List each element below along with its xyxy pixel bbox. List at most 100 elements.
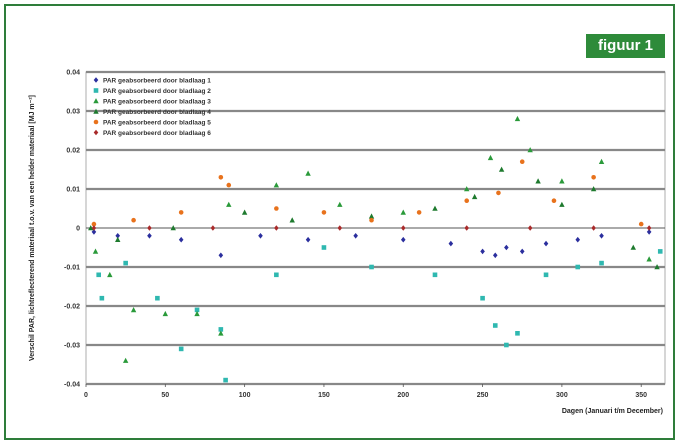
- data-point-series-6: [527, 225, 533, 231]
- data-point-series-4: [590, 186, 597, 192]
- data-point-series-3: [559, 178, 565, 184]
- data-point-series-2: [657, 249, 663, 254]
- data-point-series-2: [123, 260, 128, 266]
- data-point-series-3: [107, 271, 113, 278]
- data-point-series-6: [147, 225, 152, 231]
- legend-entry-2: PAR geabsorbeerd door bladlaag 2: [103, 88, 211, 95]
- data-point-series-1: [448, 240, 454, 247]
- data-point-series-4: [170, 225, 176, 231]
- data-point-series-3: [122, 357, 129, 363]
- legend-marker-2: [93, 88, 99, 93]
- data-point-series-5: [226, 182, 232, 188]
- data-point-series-2: [515, 331, 520, 336]
- data-point-series-2: [96, 272, 101, 278]
- data-point-series-5: [496, 190, 501, 196]
- legend-marker-4: [93, 108, 99, 114]
- data-point-series-5: [218, 175, 224, 180]
- data-point-series-3: [400, 209, 406, 215]
- x-tick-label: 300: [556, 392, 568, 399]
- data-point-series-1: [218, 252, 224, 259]
- data-point-series-4: [654, 264, 660, 270]
- data-point-series-2: [492, 323, 498, 328]
- data-point-series-5: [638, 221, 644, 227]
- data-point-series-6: [464, 225, 470, 231]
- data-point-series-1: [178, 236, 184, 243]
- data-point-series-6: [91, 225, 97, 231]
- data-point-series-2: [543, 272, 549, 278]
- data-point-series-5: [321, 210, 327, 215]
- data-point-series-4: [115, 236, 121, 242]
- y-tick-label: -0.01: [64, 265, 80, 272]
- data-point-series-3: [130, 307, 137, 313]
- y-axis-label: Verschil PAR, lichtreflecterend materiaa…: [29, 95, 36, 361]
- x-tick-label: 100: [239, 392, 251, 399]
- data-point-series-6: [646, 225, 652, 231]
- data-point-series-4: [630, 244, 636, 250]
- data-point-series-5: [551, 198, 557, 203]
- y-tick-label: -0.04: [64, 382, 80, 389]
- data-point-series-3: [487, 154, 494, 161]
- data-point-series-6: [274, 225, 279, 231]
- data-point-series-3: [514, 115, 521, 122]
- data-point-series-4: [559, 201, 565, 207]
- data-point-series-6: [400, 225, 406, 231]
- figure-label: figuur 1: [586, 34, 665, 58]
- data-point-series-4: [88, 225, 94, 231]
- data-point-series-1: [305, 236, 311, 243]
- y-tick-label: 0: [76, 226, 80, 233]
- data-point-series-5: [131, 217, 136, 223]
- data-point-series-2: [599, 260, 604, 266]
- x-tick-label: 50: [161, 392, 169, 399]
- data-point-series-3: [598, 158, 605, 164]
- legend-entry-1: PAR geabsorbeerd door bladlaag 1: [103, 78, 211, 85]
- data-point-series-2: [194, 307, 200, 313]
- data-point-series-3: [92, 248, 99, 254]
- y-tick-label: 0.04: [66, 70, 80, 77]
- data-point-series-1: [91, 229, 97, 235]
- y-tick-label: 0.03: [66, 109, 80, 116]
- legend-marker-1: [93, 77, 99, 83]
- data-point-series-4: [432, 205, 438, 211]
- data-point-series-5: [178, 210, 184, 215]
- x-tick-label: 250: [477, 392, 489, 399]
- data-point-series-1: [400, 236, 406, 243]
- data-point-series-1: [147, 233, 152, 239]
- data-point-series-2: [223, 377, 228, 383]
- x-tick-label: 200: [397, 392, 409, 399]
- data-point-series-1: [258, 233, 263, 239]
- data-point-series-2: [575, 264, 581, 270]
- legend-marker-3: [93, 98, 99, 104]
- data-point-series-5: [591, 175, 596, 180]
- data-point-series-2: [218, 327, 224, 332]
- y-tick-label: -0.03: [64, 343, 80, 350]
- data-point-series-4: [535, 178, 541, 184]
- data-point-series-3: [226, 201, 232, 207]
- data-point-series-1: [115, 233, 121, 239]
- data-point-series-5: [464, 198, 470, 203]
- legend-marker-5: [93, 119, 99, 125]
- data-point-series-3: [646, 256, 652, 262]
- data-point-series-1: [575, 236, 581, 243]
- data-point-series-4: [289, 217, 295, 223]
- data-point-series-1: [646, 229, 652, 235]
- data-point-series-1: [543, 240, 549, 247]
- data-point-series-1: [504, 244, 509, 251]
- data-point-series-5: [416, 210, 422, 215]
- data-point-series-2: [432, 272, 438, 278]
- data-point-series-3: [464, 186, 470, 192]
- y-tick-label: -0.02: [64, 304, 80, 311]
- y-tick-label: 0.02: [66, 148, 80, 155]
- data-point-series-5: [274, 206, 279, 211]
- data-point-series-2: [99, 295, 105, 301]
- x-tick-label: 0: [84, 392, 88, 399]
- data-point-series-2: [504, 342, 509, 348]
- data-point-series-3: [273, 182, 280, 188]
- data-point-series-4: [368, 213, 375, 219]
- data-point-series-3: [194, 310, 200, 317]
- data-point-series-1: [519, 248, 525, 255]
- data-point-series-3: [218, 330, 224, 336]
- data-point-series-2: [321, 245, 327, 250]
- data-point-series-2: [480, 295, 485, 301]
- data-point-series-3: [527, 147, 533, 153]
